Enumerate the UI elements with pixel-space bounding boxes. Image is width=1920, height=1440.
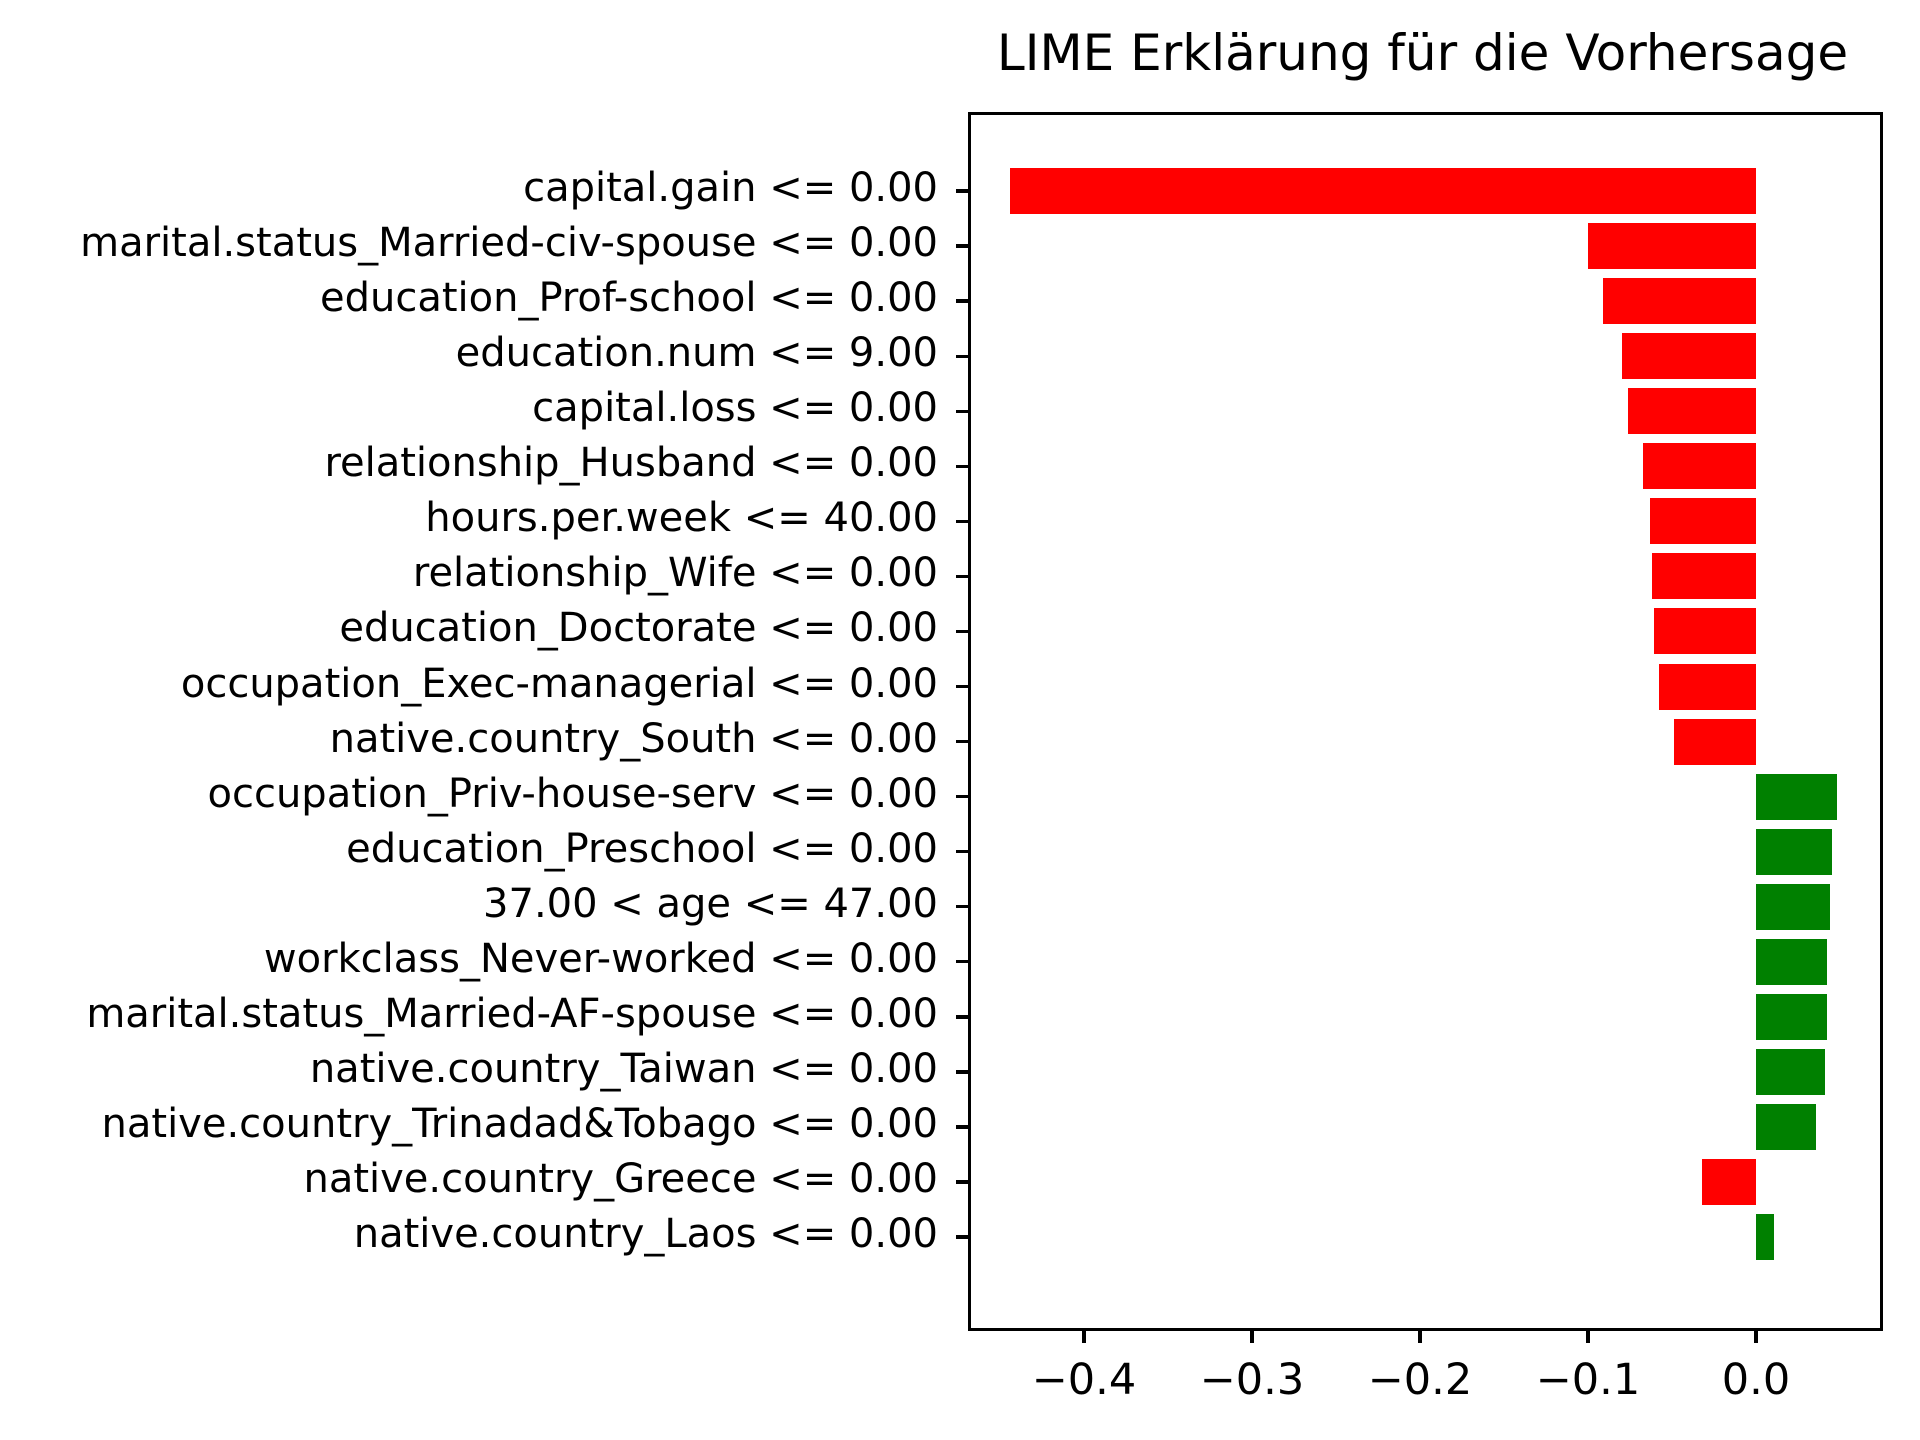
positive-bar — [1756, 993, 1827, 1040]
y-tick — [956, 1070, 971, 1074]
negative-bar — [1603, 278, 1756, 325]
x-tick-label: −0.1 — [1535, 1355, 1641, 1405]
y-axis-label: education_Doctorate <= 0.00 — [339, 605, 938, 652]
y-tick — [956, 354, 971, 358]
y-tick — [956, 299, 971, 303]
y-axis-label: marital.status_Married-civ-spouse <= 0.0… — [80, 220, 938, 267]
y-axis-label: occupation_Exec-managerial <= 0.00 — [180, 660, 938, 707]
y-axis-label: education_Preschool <= 0.00 — [346, 825, 938, 872]
y-axis-label: native.country_Taiwan <= 0.00 — [309, 1045, 938, 1092]
positive-bar — [1756, 1104, 1817, 1151]
y-tick — [956, 629, 971, 634]
x-tick-label: −0.4 — [1031, 1355, 1137, 1405]
negative-bar — [1628, 388, 1756, 435]
y-axis-label: native.country_Laos <= 0.00 — [353, 1211, 938, 1258]
y-tick — [956, 850, 971, 854]
positive-bar — [1756, 883, 1830, 930]
y-tick — [956, 1015, 971, 1019]
y-axis-label: occupation_Priv-house-serv <= 0.00 — [207, 770, 939, 817]
y-axis-label: relationship_Husband <= 0.00 — [324, 440, 938, 487]
x-tick — [1586, 1328, 1590, 1343]
positive-bar — [1756, 1214, 1775, 1261]
negative-bar — [1673, 718, 1756, 765]
y-tick — [956, 795, 971, 799]
positive-bar — [1756, 1048, 1825, 1095]
y-axis-label: workclass_Never-worked <= 0.00 — [263, 935, 938, 982]
negative-bar — [1010, 168, 1756, 214]
y-axis-labels: capital.gain <= 0.00 marital.status_Marri… — [0, 112, 938, 1325]
negative-bar — [1588, 223, 1756, 270]
y-axis-label: 37.00 < age <= 47.00 — [483, 880, 938, 927]
y-tick — [956, 189, 971, 193]
y-axis-label: relationship_Wife <= 0.00 — [412, 550, 938, 597]
x-tick — [1754, 1328, 1758, 1343]
y-axis-label: capital.loss <= 0.00 — [532, 385, 938, 432]
negative-bar — [1658, 663, 1756, 710]
negative-bar — [1702, 1159, 1756, 1206]
y-axis-label: marital.status_Married-AF-spouse <= 0.00 — [86, 990, 938, 1037]
y-tick — [956, 905, 971, 909]
chart-title: LIME Erklärung für die Vorhersage — [996, 24, 1849, 82]
y-axis-label: education_Prof-school <= 0.00 — [319, 275, 938, 322]
positive-bar — [1756, 938, 1827, 985]
positive-bar — [1756, 773, 1837, 820]
x-tick — [1418, 1328, 1422, 1343]
x-tick-label: −0.3 — [1199, 1355, 1305, 1405]
y-tick — [956, 1180, 971, 1184]
y-tick — [956, 464, 971, 468]
negative-bar — [1651, 553, 1756, 600]
y-axis-label: education.num <= 9.00 — [455, 330, 938, 377]
y-tick — [956, 1235, 971, 1239]
negative-bar — [1621, 333, 1756, 380]
y-tick — [956, 1125, 971, 1129]
negative-bar — [1650, 498, 1756, 545]
y-tick — [956, 684, 971, 689]
x-tick — [1250, 1328, 1254, 1343]
plot-area: −0.4 −0.3 −0.2 −0.1 0.0 — [956, 112, 1883, 1405]
y-tick — [956, 960, 971, 964]
y-tick — [956, 739, 971, 744]
y-tick — [956, 244, 971, 248]
x-tick-label: −0.2 — [1367, 1355, 1473, 1405]
y-tick — [956, 409, 971, 413]
y-tick — [956, 574, 971, 579]
y-axis-label: hours.per.week <= 40.00 — [425, 495, 938, 542]
x-tick — [1082, 1328, 1086, 1343]
negative-bar — [1643, 443, 1756, 490]
y-axis-label: native.country_South <= 0.00 — [329, 715, 938, 762]
negative-bar — [1653, 608, 1756, 655]
positive-bar — [1756, 828, 1832, 875]
y-axis-label: capital.gain <= 0.00 — [523, 165, 938, 211]
y-axis-label: native.country_Greece <= 0.00 — [303, 1156, 938, 1203]
y-axis-label: native.country_Trinadad&Tobago <= 0.00 — [101, 1101, 938, 1148]
x-tick-label: 0.0 — [1721, 1355, 1791, 1405]
y-tick — [956, 519, 971, 523]
